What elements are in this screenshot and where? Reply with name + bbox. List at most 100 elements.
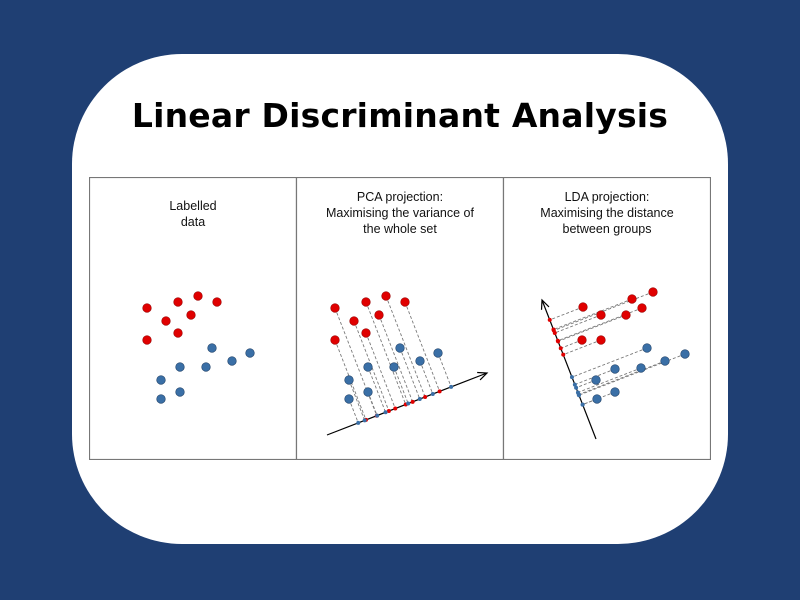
pca-projected-point [449,384,454,389]
pca-projection-line [437,352,452,388]
lda-diagram: Labelled data PCA projection: Maximising… [89,177,711,460]
lda-point [660,356,670,366]
lda-point [637,303,647,313]
lda-projection-line [553,298,633,330]
pca-point [361,297,371,307]
pca-projection-line [367,391,378,416]
lda-projected-point [555,338,560,343]
panel2-caption-line3: the whole set [363,222,437,236]
pca-point [361,328,371,338]
panel2-caption-line2: Maximising the variance of [326,206,475,220]
pca-projected-point [417,397,422,402]
lda-projection-line [549,306,584,321]
pca-projection-line [365,332,396,409]
lda-point [648,287,658,297]
lda-projection-line [571,347,648,378]
lda-point [610,364,620,374]
lda-projected-point [558,346,563,351]
labelled-blue-point [227,356,237,366]
pca-point [363,362,373,372]
pca-point [363,387,373,397]
pca-projection-line [367,366,386,413]
pca-point [374,310,384,320]
lda-projected-point [580,402,585,407]
labelled-red-point [193,291,203,301]
lda-point [577,335,587,345]
lda-point [591,375,601,385]
lda-point [596,310,606,320]
pca-projection-line [365,301,407,405]
labelled-blue-point [245,348,255,358]
pca-projection-line [393,366,409,404]
pca-projection-line [404,301,441,392]
pca-projected-point [430,392,435,397]
pca-point [330,335,340,345]
lda-projected-point [572,382,577,387]
lda-projection-line [563,339,602,356]
labelled-red-point [173,328,183,338]
labelled-red-point [161,316,171,326]
lda-projected-point [547,317,552,322]
pca-point [389,362,399,372]
pca-projected-point [437,389,442,394]
lda-projected-point [574,385,579,390]
labelled-blue-point [156,394,166,404]
pca-point [395,343,405,353]
labelled-blue-point [175,362,185,372]
labelled-blue-point [207,343,217,353]
plot-layer [142,287,690,440]
lda-projected-point [561,352,566,357]
lda-projected-point [552,330,557,335]
lda-point [642,343,652,353]
labelled-red-point [212,297,222,307]
lda-point [680,349,690,359]
pca-projected-point [393,406,398,411]
labelled-red-point [142,303,152,313]
lda-point [592,394,602,404]
lda-point [578,302,588,312]
panel-frame-lda [502,177,711,460]
panel3-caption-line1: LDA projection: [565,190,650,204]
pca-projection-line [348,379,366,421]
lda-projected-point [575,390,580,395]
lda-projected-point [569,375,574,380]
pca-projection-line [385,295,426,398]
pca-point [381,291,391,301]
lda-point [627,294,637,304]
lda-axis-arrowhead [540,298,550,310]
panel3-caption-line2: Maximising the distance [540,206,673,220]
pca-projected-point [406,401,411,406]
pca-point [344,394,354,404]
pca-point [415,356,425,366]
pca-projection-line [378,314,414,402]
page-title: Linear Discriminant Analysis [131,96,669,135]
pca-axis-arrowhead [477,371,489,381]
lda-axis [541,299,597,440]
lda-projection-line [575,379,597,389]
lda-projection-line [560,339,583,349]
labelled-blue-point [175,387,185,397]
pca-projected-point [410,399,415,404]
lda-point [636,363,646,373]
panel-frame-pca [295,177,505,460]
lda-projection-line [557,314,627,342]
lda-projection-line [578,353,686,396]
pca-projected-point [386,409,391,414]
pca-projection-line [399,347,421,400]
pca-projected-point [362,418,367,423]
labelled-red-point [186,310,196,320]
lda-projection-line [577,367,642,393]
lda-projection-line [578,360,666,395]
pca-point [349,316,359,326]
panel2-caption-line1: PCA projection: [357,190,443,204]
lda-projection-line [554,314,602,334]
pca-point [330,303,340,313]
lda-point [621,310,631,320]
panel1-caption-line1: Labelled [169,199,216,213]
labelled-blue-point [201,362,211,372]
labelled-red-point [173,297,183,307]
lda-point [596,335,606,345]
labelled-blue-point [156,375,166,385]
panel3-caption-line3: between groups [563,222,652,236]
lda-point [610,387,620,397]
